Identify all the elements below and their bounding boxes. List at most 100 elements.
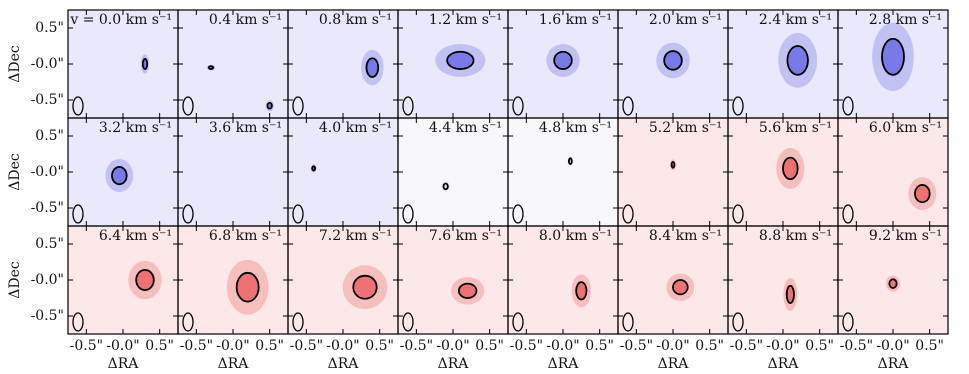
channel-label: 4.0 km s⁻¹ bbox=[319, 120, 392, 136]
beam bbox=[182, 204, 194, 224]
contour bbox=[914, 184, 931, 204]
x-tick-label: -0.0" bbox=[106, 338, 139, 354]
contour bbox=[446, 50, 475, 70]
panel-background bbox=[508, 118, 618, 226]
panel bbox=[398, 10, 508, 118]
panel bbox=[508, 226, 618, 334]
channel-label: 6.4 km s⁻¹ bbox=[99, 228, 172, 244]
panel bbox=[288, 118, 398, 226]
contour bbox=[311, 165, 317, 172]
x-tick-label: -0.5" bbox=[730, 338, 763, 354]
beam bbox=[512, 96, 524, 116]
channel-label: 2.8 km s⁻¹ bbox=[869, 12, 942, 28]
contour bbox=[266, 101, 273, 110]
contour bbox=[352, 274, 378, 300]
panel bbox=[288, 10, 398, 118]
x-tick-label: -0.5" bbox=[620, 338, 653, 354]
channel-label: 0.8 km s⁻¹ bbox=[319, 12, 392, 28]
channel-label: 5.2 km s⁻¹ bbox=[649, 120, 722, 136]
x-axis-label: ΔRA bbox=[218, 356, 250, 372]
panel-background bbox=[288, 10, 398, 118]
beam bbox=[72, 204, 84, 224]
panel bbox=[68, 226, 178, 334]
beam bbox=[732, 312, 744, 332]
panel bbox=[618, 118, 728, 226]
panel bbox=[838, 118, 948, 226]
channel-label: 6.8 km s⁻¹ bbox=[209, 228, 282, 244]
x-tick-label: 0.5" bbox=[805, 338, 834, 354]
contour bbox=[672, 279, 689, 296]
contour bbox=[663, 50, 683, 71]
x-axis-label: ΔRA bbox=[658, 356, 690, 372]
y-tick-label: -0.5" bbox=[31, 308, 64, 324]
panel bbox=[508, 118, 618, 226]
x-tick-label: -0.5" bbox=[400, 338, 433, 354]
channel-label: 8.0 km s⁻¹ bbox=[539, 228, 612, 244]
panel bbox=[288, 226, 398, 334]
channel-label: 1.2 km s⁻¹ bbox=[429, 12, 502, 28]
channel-label: 0.4 km s⁻¹ bbox=[209, 12, 282, 28]
x-tick-label: -0.0" bbox=[436, 338, 469, 354]
x-tick-label: 0.5" bbox=[145, 338, 174, 354]
contour bbox=[782, 156, 799, 181]
x-tick-label: -0.5" bbox=[70, 338, 103, 354]
contour bbox=[567, 157, 573, 165]
x-tick-label: 0.5" bbox=[585, 338, 614, 354]
panel bbox=[178, 10, 288, 118]
x-tick-label: 0.5" bbox=[365, 338, 394, 354]
channel-label: 8.4 km s⁻¹ bbox=[649, 228, 722, 244]
panel-background bbox=[288, 226, 398, 334]
beam bbox=[292, 312, 304, 332]
beam bbox=[842, 96, 854, 116]
panel bbox=[68, 118, 178, 226]
x-axis-label: ΔRA bbox=[878, 356, 910, 372]
contour bbox=[888, 278, 898, 289]
contour bbox=[365, 57, 380, 78]
x-tick-label: 0.5" bbox=[915, 338, 944, 354]
x-tick-label: -0.0" bbox=[766, 338, 799, 354]
panel bbox=[838, 10, 948, 118]
contour bbox=[111, 166, 128, 186]
panel-background bbox=[68, 10, 178, 118]
x-tick-label: 0.5" bbox=[255, 338, 284, 354]
contour bbox=[785, 284, 795, 304]
contour bbox=[786, 45, 809, 76]
panel-background bbox=[618, 118, 728, 226]
channel-label: 7.2 km s⁻¹ bbox=[319, 228, 392, 244]
x-axis-label: ΔRA bbox=[108, 356, 140, 372]
contour bbox=[141, 58, 149, 70]
y-tick-label: 0.5" bbox=[35, 236, 64, 252]
panel-background bbox=[618, 226, 728, 334]
channel-label: 1.6 km s⁻¹ bbox=[539, 12, 612, 28]
beam bbox=[402, 312, 414, 332]
beam bbox=[182, 96, 194, 116]
beam bbox=[72, 312, 84, 332]
panel-background bbox=[288, 118, 398, 226]
panel-background bbox=[398, 118, 508, 226]
y-tick-label: -0.0" bbox=[31, 272, 64, 288]
beam bbox=[512, 204, 524, 224]
x-tick-label: -0.0" bbox=[656, 338, 689, 354]
channel-label: 9.2 km s⁻¹ bbox=[869, 228, 942, 244]
x-axis-label: ΔRA bbox=[438, 356, 470, 372]
x-tick-label: 0.5" bbox=[475, 338, 504, 354]
panel-background bbox=[838, 118, 948, 226]
y-tick-label: -0.5" bbox=[31, 92, 64, 108]
channel-label: 3.6 km s⁻¹ bbox=[209, 120, 282, 136]
panel bbox=[398, 118, 508, 226]
beam bbox=[842, 204, 854, 224]
x-tick-label: -0.0" bbox=[326, 338, 359, 354]
panel bbox=[618, 226, 728, 334]
panel bbox=[838, 226, 948, 334]
beam bbox=[402, 204, 414, 224]
panel-background bbox=[68, 226, 178, 334]
x-tick-label: -0.5" bbox=[510, 338, 543, 354]
channel-label: 7.6 km s⁻¹ bbox=[429, 228, 502, 244]
beam bbox=[292, 204, 304, 224]
channel-label: 3.2 km s⁻¹ bbox=[99, 120, 172, 136]
beam bbox=[292, 96, 304, 116]
x-tick-label: -0.0" bbox=[216, 338, 249, 354]
panel bbox=[728, 10, 838, 118]
beam bbox=[512, 312, 524, 332]
x-tick-label: -0.5" bbox=[180, 338, 213, 354]
